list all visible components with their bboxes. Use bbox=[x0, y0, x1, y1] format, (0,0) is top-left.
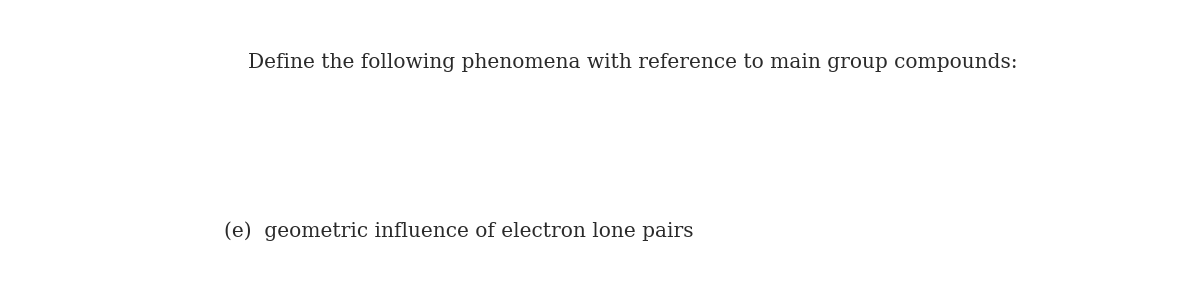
Text: (e)  geometric influence of electron lone pairs: (e) geometric influence of electron lone… bbox=[224, 221, 694, 241]
Text: Define the following phenomena with reference to main group compounds:: Define the following phenomena with refe… bbox=[247, 53, 1018, 72]
